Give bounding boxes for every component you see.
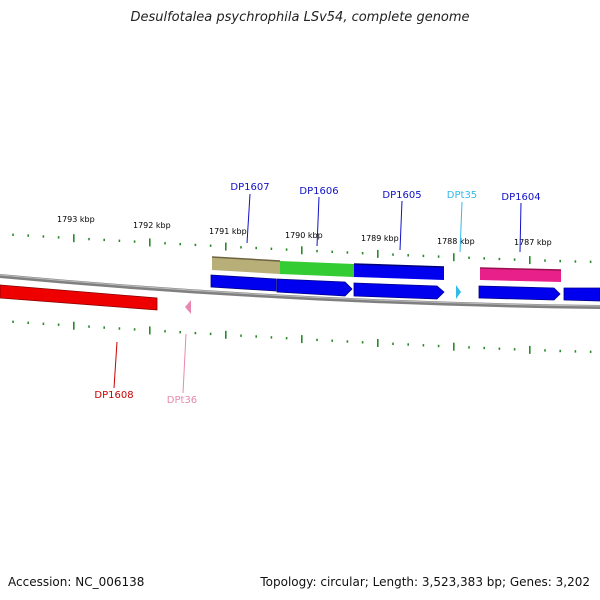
kbp-label: 1787 kbp [514,238,552,247]
genome-summary: Topology: circular; Length: 3,523,383 bp… [260,575,590,589]
gene-label-dp1607[interactable]: DP1607 [230,182,269,193]
gene-label-dpt35[interactable]: DPt35 [447,190,477,201]
gene-label-dpt36[interactable]: DPt36 [167,395,197,406]
gene-arrow-dpt35[interactable] [456,285,461,299]
gene-arrow-dp1606[interactable] [276,278,353,297]
kbp-label: 1788 kbp [437,237,475,246]
feature-khaki [212,257,280,274]
feature-blue-upper [354,264,444,280]
kbp-label: 1793 kbp [57,215,95,224]
genome-backbone-highlight [0,274,600,307]
gene-arrow-dpt36[interactable] [185,300,191,314]
gene-label-dp1606[interactable]: DP1606 [299,186,338,197]
gene-arrow-dp1605[interactable] [353,282,445,300]
tick-row-lower [12,320,592,354]
kbp-label: 1789 kbp [361,234,399,243]
feature-magenta [480,268,561,282]
genome-title: Desulfotalea psychrophila LSv54, complet… [130,10,470,25]
gene-arrow-dp1604[interactable] [478,285,561,301]
accession-label: Accession: NC_006138 [8,575,145,589]
kbp-label: 1792 kbp [133,221,171,230]
kbp-label: 1791 kbp [209,227,247,236]
kbp-label: 1790 kbp [285,231,323,240]
genome-backbone [0,274,600,309]
gene-label-dp1604[interactable]: DP1604 [501,192,540,203]
feature-green [280,261,354,277]
gene-arrow-dp1608[interactable] [0,284,158,311]
tick-row-upper [12,233,592,265]
gene-arrow-next[interactable] [563,287,600,302]
gene-arrow-dp1607[interactable] [210,274,277,292]
gene-label-dp1608[interactable]: DP1608 [94,390,133,401]
gene-label-dp1605[interactable]: DP1605 [382,190,421,201]
